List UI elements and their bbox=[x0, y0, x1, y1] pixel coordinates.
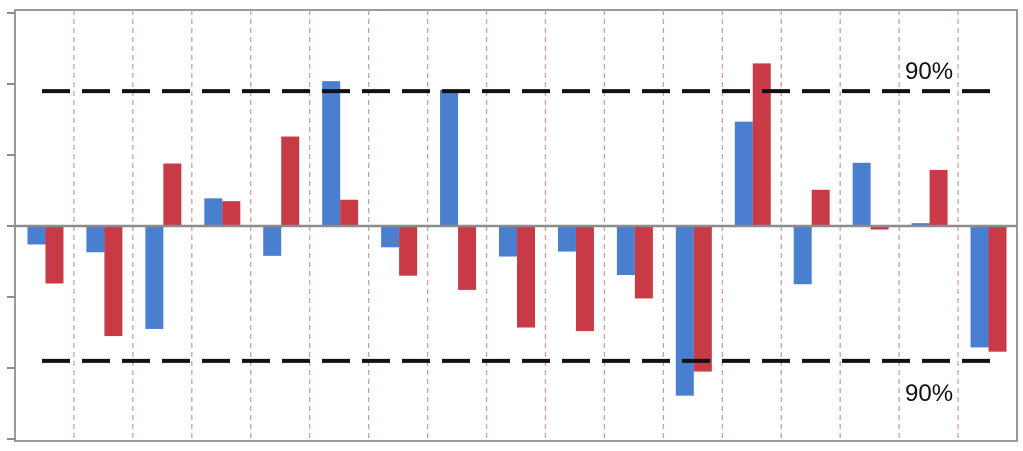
bar-series-2 bbox=[340, 199, 359, 226]
bar-series-1 bbox=[86, 226, 105, 253]
bar-series-1 bbox=[616, 226, 635, 275]
bar-series-1 bbox=[793, 226, 812, 285]
bar-series-2 bbox=[45, 226, 64, 284]
bar-series-2 bbox=[163, 163, 182, 226]
bar-series-1 bbox=[381, 226, 400, 248]
bar-series-1 bbox=[263, 226, 282, 256]
bar-series-2 bbox=[811, 189, 830, 226]
bar-series-1 bbox=[557, 226, 576, 252]
bar-series-1 bbox=[970, 226, 989, 348]
bar-series-2 bbox=[517, 226, 535, 328]
bar-series-1 bbox=[852, 162, 871, 226]
bar-series-1 bbox=[675, 226, 694, 396]
bar-series-2 bbox=[693, 226, 712, 372]
bar-series-2 bbox=[458, 226, 477, 290]
bar-series-2 bbox=[575, 226, 594, 332]
bar-series-2 bbox=[988, 226, 1007, 352]
bar-series-2 bbox=[399, 226, 418, 276]
reference-line-label: 90% bbox=[905, 58, 953, 85]
bar-series-2 bbox=[870, 226, 889, 230]
bar-series-1 bbox=[911, 223, 930, 226]
bar-series-1 bbox=[204, 198, 223, 226]
bar-series-1 bbox=[322, 81, 341, 226]
bar-series-2 bbox=[634, 226, 653, 299]
bar-series-1 bbox=[734, 121, 753, 226]
bar-series-1 bbox=[145, 226, 164, 329]
bar-series-1 bbox=[27, 226, 46, 245]
reference-line-label: 90% bbox=[905, 380, 953, 407]
bar-series-2 bbox=[104, 226, 123, 337]
bar-series-2 bbox=[929, 169, 948, 226]
bar-series-2 bbox=[752, 63, 771, 226]
bar-series-1 bbox=[499, 226, 517, 257]
bar-series-1 bbox=[440, 89, 459, 227]
bar-series-2 bbox=[222, 201, 241, 226]
bar-series-2 bbox=[281, 136, 300, 226]
